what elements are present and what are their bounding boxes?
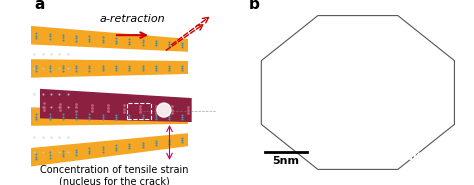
Text: Layered: Layered [345, 28, 394, 38]
Polygon shape [31, 59, 188, 78]
Text: 5nm: 5nm [273, 156, 300, 166]
Text: a-retraction: a-retraction [100, 14, 165, 23]
Circle shape [157, 103, 171, 117]
Bar [127, 103, 151, 119]
Polygon shape [31, 26, 188, 52]
Text: b: b [249, 0, 260, 12]
Text: Rock-salt: Rock-salt [364, 152, 422, 162]
Text: Concentration of tensile strain
(nucleus for the crack): Concentration of tensile strain (nucleus… [40, 165, 188, 185]
PathPatch shape [242, 0, 474, 185]
Polygon shape [40, 89, 191, 122]
Polygon shape [31, 107, 188, 126]
Polygon shape [31, 133, 188, 166]
Text: a: a [35, 0, 45, 12]
